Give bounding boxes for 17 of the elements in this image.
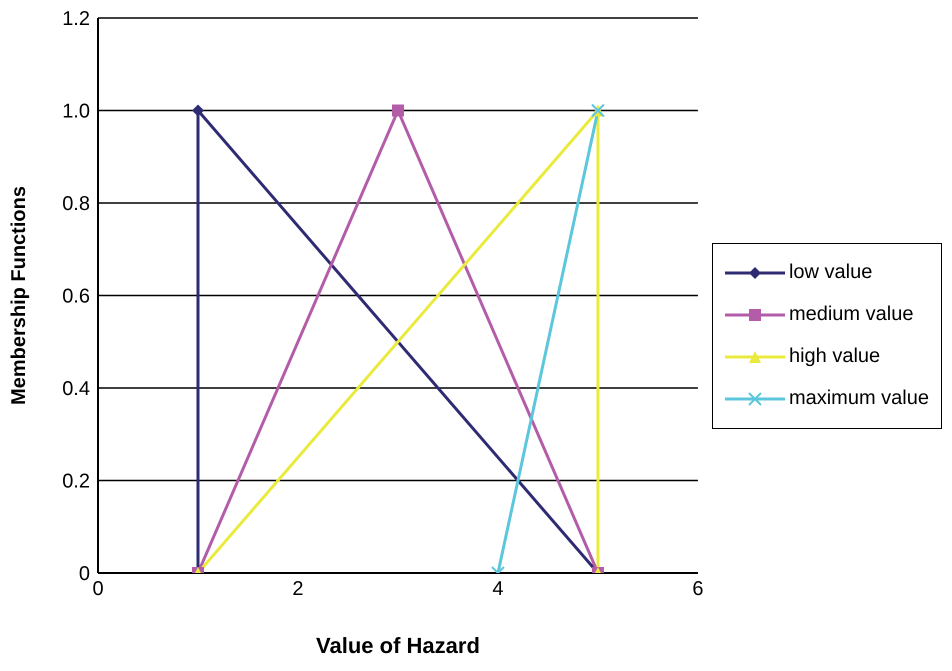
y-axis-title: Membership Functions: [8, 186, 30, 405]
x-tick-label: 6: [692, 578, 704, 600]
x-tick-label: 4: [492, 578, 504, 600]
y-tick-label: 0.2: [62, 470, 90, 493]
legend-label: low value: [788, 261, 872, 284]
y-tick-label: 0.8: [62, 193, 90, 216]
x-tick-label: 2: [292, 578, 304, 600]
y-tick-label: 1.2: [62, 8, 90, 30]
legend-label: high value: [788, 345, 880, 368]
y-tick-label: 0: [78, 563, 90, 586]
x-tick-label: 0: [92, 578, 104, 600]
y-tick-label: 1.0: [62, 100, 90, 123]
legend-label: medium value: [788, 303, 914, 326]
legend-label: maximum value: [788, 387, 929, 410]
y-tick-label: 0.4: [62, 378, 90, 400]
x-axis-title: Value of Hazard: [316, 633, 480, 658]
y-tick-label: 0.6: [62, 286, 90, 308]
